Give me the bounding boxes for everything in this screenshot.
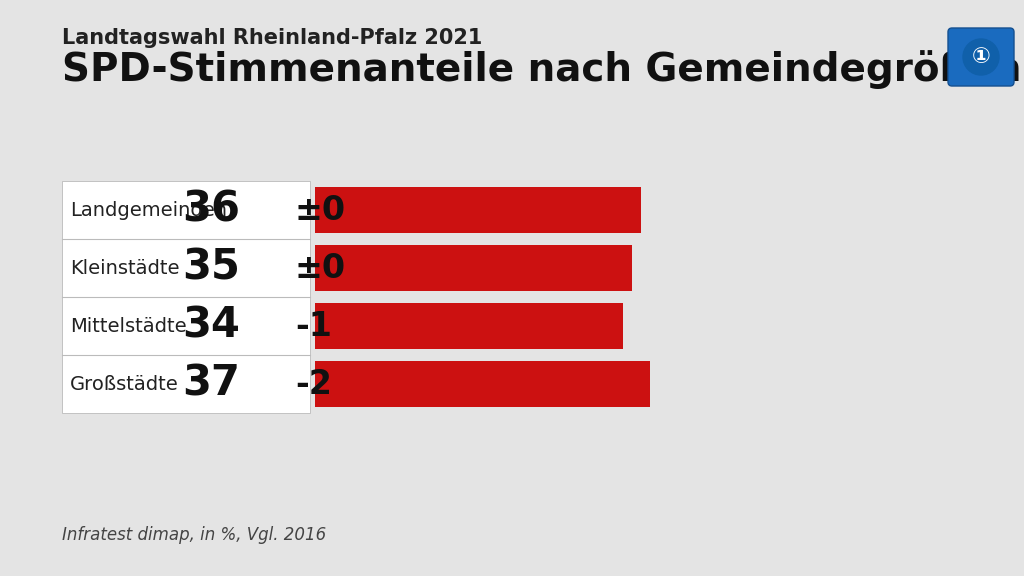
Text: -2: -2 — [295, 367, 332, 400]
Text: 35: 35 — [182, 247, 240, 289]
Text: 37: 37 — [182, 363, 240, 405]
Bar — [315, 187, 641, 233]
Bar — [315, 245, 632, 291]
Text: ±0: ±0 — [295, 252, 346, 285]
Bar — [62, 181, 310, 413]
Text: Infratest dimap, in %, Vgl. 2016: Infratest dimap, in %, Vgl. 2016 — [62, 526, 327, 544]
Bar — [315, 304, 623, 348]
Text: -1: -1 — [295, 309, 332, 343]
Text: Landtagswahl Rheinland-Pfalz 2021: Landtagswahl Rheinland-Pfalz 2021 — [62, 28, 482, 48]
Text: Großstädte: Großstädte — [70, 374, 179, 393]
Text: ①: ① — [972, 47, 990, 67]
Text: SPD-Stimmenanteile nach Gemeindegrößen: SPD-Stimmenanteile nach Gemeindegrößen — [62, 50, 1022, 89]
Bar — [315, 361, 650, 407]
Text: 36: 36 — [182, 189, 240, 231]
Text: Kleinstädte: Kleinstädte — [70, 259, 179, 278]
Circle shape — [963, 39, 999, 75]
Text: 34: 34 — [182, 305, 240, 347]
Text: ±0: ±0 — [295, 194, 346, 226]
Text: Landgemeinden: Landgemeinden — [70, 200, 227, 219]
Text: Mittelstädte: Mittelstädte — [70, 316, 186, 335]
FancyBboxPatch shape — [948, 28, 1014, 86]
